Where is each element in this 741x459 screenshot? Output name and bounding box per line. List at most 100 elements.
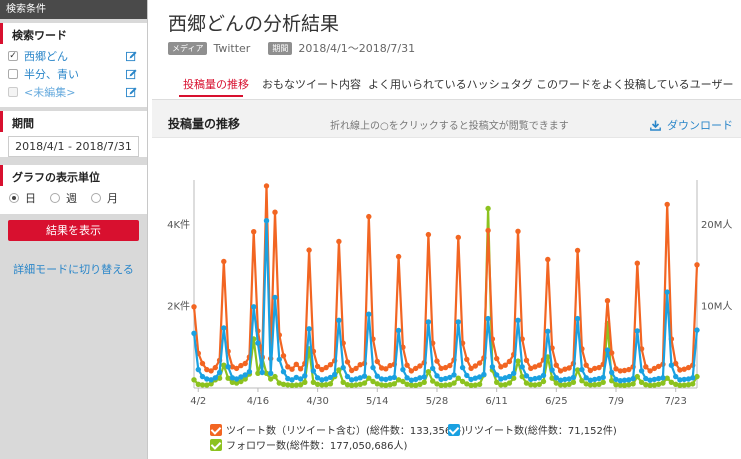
data-point[interactable] [408,377,415,383]
keyword-checkbox[interactable]: ✓ [8,51,18,61]
volume-line-chart[interactable]: 2K件 4K件 10M人 20M人 4/2 4/16 4/30 5/14 5/28 6/11 6/2… [152,106,741,459]
data-point[interactable] [587,367,594,374]
data-point[interactable] [242,376,248,382]
data-point[interactable] [251,304,257,310]
data-point[interactable] [476,374,483,380]
data-point[interactable] [574,247,581,254]
data-point[interactable] [191,377,197,383]
data-point[interactable] [523,373,530,379]
data-point[interactable] [677,377,683,383]
data-point[interactable] [634,373,640,380]
data-point[interactable] [289,382,295,388]
data-point[interactable] [357,375,363,381]
data-point[interactable] [302,379,308,385]
data-point[interactable] [545,256,551,263]
data-point[interactable] [506,373,513,380]
data-point[interactable] [395,377,402,383]
data-point[interactable] [592,376,598,383]
data-point[interactable] [378,382,385,388]
data-point[interactable] [532,364,538,370]
data-point[interactable] [626,382,632,388]
data-point[interactable] [208,368,214,374]
data-point[interactable] [621,382,628,388]
data-point[interactable] [583,381,589,387]
data-point[interactable] [434,373,440,379]
data-point[interactable] [442,382,449,388]
data-point[interactable] [233,380,240,386]
data-point[interactable] [297,382,304,388]
data-point[interactable] [562,366,568,372]
keyword-label[interactable]: <未編集> [24,86,76,99]
data-point[interactable] [681,376,687,383]
data-point[interactable] [464,356,470,363]
edit-icon[interactable] [126,51,137,62]
data-point[interactable] [634,260,640,266]
data-point[interactable] [370,364,376,371]
data-point[interactable] [451,380,457,386]
data-point[interactable] [319,382,325,388]
data-point[interactable] [246,369,253,375]
legend-item-tweets[interactable]: ツイート数（リツイート含む）(総件数：133,356件) [210,422,465,437]
data-point[interactable] [387,375,393,381]
data-point[interactable] [195,366,201,373]
data-point[interactable] [438,365,444,372]
data-point[interactable] [332,371,338,378]
data-point[interactable] [349,382,355,388]
data-point[interactable] [485,205,491,212]
data-point[interactable] [336,317,342,323]
tab-hashtags[interactable]: よく用いられているハッシュタグ [368,78,533,91]
data-point[interactable] [596,381,602,387]
data-point[interactable] [229,364,236,370]
data-point[interactable] [566,365,572,371]
legend-item-followers[interactable]: フォロワー数(総件数：177,050,686人) [210,437,407,452]
data-point[interactable] [489,364,496,370]
data-point[interactable] [574,367,581,373]
data-point[interactable] [643,382,649,388]
data-point[interactable] [673,373,679,380]
data-point[interactable] [468,382,474,388]
data-point[interactable] [609,378,615,384]
data-point[interactable] [643,364,649,370]
data-point[interactable] [276,380,282,386]
data-point[interactable] [302,373,308,379]
data-point[interactable] [523,357,530,363]
data-point[interactable] [306,326,312,332]
data-point[interactable] [242,372,248,378]
data-point[interactable] [272,294,278,301]
data-point[interactable] [468,365,474,372]
data-point[interactable] [464,372,470,379]
data-point[interactable] [434,381,440,387]
data-point[interactable] [660,375,666,381]
data-point[interactable] [506,358,513,365]
data-point[interactable] [408,382,415,388]
data-point[interactable] [285,382,291,388]
data-point[interactable] [438,376,444,383]
data-point[interactable] [494,355,500,362]
data-point[interactable] [553,362,559,368]
data-point[interactable] [306,247,312,253]
data-point[interactable] [353,365,359,372]
data-point[interactable] [314,375,321,381]
data-point[interactable] [459,364,466,371]
data-point[interactable] [263,218,270,224]
data-point[interactable] [263,183,270,189]
data-point[interactable] [532,382,538,388]
data-point[interactable] [285,364,291,370]
detail-mode-link[interactable]: 詳細モードに切り替える [13,263,134,276]
data-point[interactable] [528,382,534,388]
data-point[interactable] [557,377,564,383]
data-point[interactable] [327,381,334,387]
data-point[interactable] [383,382,389,388]
data-point[interactable] [553,380,559,386]
data-point[interactable] [528,376,534,383]
data-point[interactable] [455,375,461,381]
period-field[interactable]: 2018/4/1 - 2018/7/31 [8,136,139,157]
data-point[interactable] [523,380,530,386]
data-point[interactable] [668,379,675,385]
data-point[interactable] [251,229,257,235]
data-point[interactable] [289,366,295,372]
data-point[interactable] [528,365,534,372]
data-point[interactable] [643,375,649,382]
data-point[interactable] [199,382,206,388]
data-point[interactable] [660,380,666,386]
